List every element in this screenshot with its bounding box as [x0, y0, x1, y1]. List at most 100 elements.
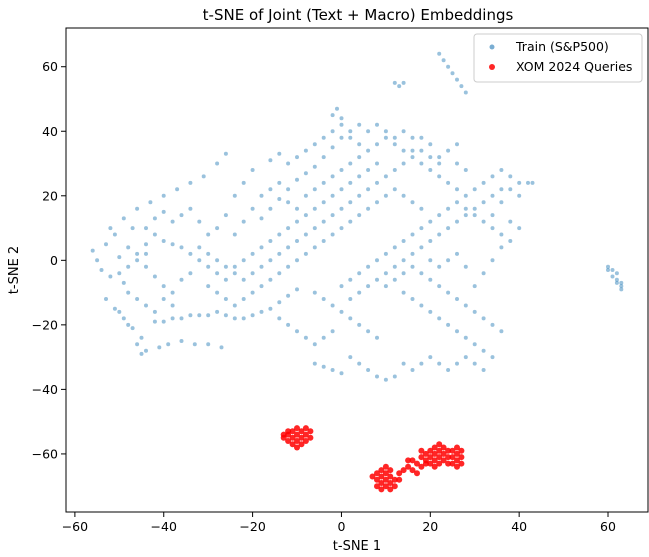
plot-area	[65, 27, 649, 513]
train-point	[366, 148, 371, 153]
query-point	[431, 463, 438, 470]
train-point	[455, 329, 459, 334]
train-point	[463, 193, 468, 198]
train-point	[126, 290, 131, 295]
query-point	[391, 483, 398, 490]
query-point	[431, 450, 438, 457]
train-point	[437, 316, 442, 321]
train-point	[206, 284, 211, 289]
train-point	[277, 271, 282, 276]
train-point	[139, 335, 144, 340]
y-tick-label: 40	[42, 124, 58, 139]
train-point	[375, 180, 379, 185]
train-point	[121, 316, 126, 321]
train-point	[250, 271, 255, 276]
train-point	[170, 303, 175, 308]
train-point	[614, 271, 619, 276]
train-point	[419, 361, 424, 366]
query-point	[298, 441, 305, 448]
train-point	[312, 290, 317, 295]
train-point	[268, 158, 273, 163]
plot-frame	[65, 27, 649, 513]
train-point	[330, 113, 335, 118]
train-point	[170, 219, 175, 224]
train-point	[321, 155, 326, 160]
train-point	[383, 129, 388, 134]
train-point	[192, 342, 197, 347]
train-point	[330, 303, 335, 308]
train-point	[419, 161, 424, 166]
train-point	[463, 303, 468, 308]
query-point	[294, 438, 300, 444]
train-point	[348, 180, 353, 185]
train-point	[99, 268, 104, 272]
train-point	[375, 374, 379, 379]
train-point	[259, 216, 264, 221]
x-tick-label: 60	[600, 519, 616, 534]
train-point	[339, 309, 344, 314]
train-point	[179, 316, 184, 321]
train-point	[428, 309, 433, 314]
train-point	[321, 239, 326, 243]
train-point	[481, 180, 486, 185]
train-point	[161, 284, 166, 289]
train-point	[330, 232, 335, 237]
train-point	[348, 297, 353, 301]
train-point	[383, 174, 388, 179]
train-point	[135, 258, 140, 263]
train-point	[348, 277, 353, 282]
train-point	[401, 148, 406, 153]
train-point	[490, 258, 495, 263]
train-point	[517, 193, 522, 198]
train-point	[268, 258, 273, 263]
train-point	[161, 319, 166, 324]
train-point	[481, 316, 486, 321]
train-point	[126, 245, 131, 250]
train-point	[259, 193, 264, 198]
train-point	[321, 135, 326, 140]
query-point	[400, 467, 407, 474]
train-point	[170, 316, 175, 321]
train-point	[286, 226, 291, 231]
train-point	[366, 206, 371, 211]
train-point	[268, 206, 273, 211]
train-point	[241, 297, 246, 301]
train-point	[450, 71, 455, 76]
train-point	[383, 193, 388, 198]
query-point	[445, 460, 452, 467]
train-point	[295, 239, 299, 243]
y-tick-label: −20	[32, 317, 58, 332]
train-point	[392, 168, 397, 172]
train-point	[170, 290, 175, 295]
train-point	[446, 290, 451, 295]
train-point	[463, 90, 468, 95]
query-point	[298, 428, 305, 435]
train-point	[339, 371, 344, 376]
train-point	[303, 232, 308, 237]
train-point	[375, 161, 379, 166]
train-point	[197, 313, 202, 318]
train-point	[339, 206, 344, 211]
query-point	[440, 457, 447, 464]
train-point	[286, 187, 291, 192]
train-point	[277, 300, 282, 305]
train-point	[223, 151, 228, 156]
train-point	[383, 377, 388, 382]
train-point	[419, 206, 424, 211]
query-point	[382, 476, 389, 483]
train-point	[517, 180, 522, 185]
train-point	[446, 258, 451, 263]
query-point	[409, 467, 416, 474]
train-point	[295, 206, 299, 211]
train-point	[481, 271, 486, 276]
query-point	[427, 447, 434, 454]
train-series	[90, 51, 624, 382]
train-point	[241, 316, 246, 321]
y-tick-label: −40	[32, 382, 58, 397]
train-point	[303, 213, 308, 218]
train-point	[614, 280, 619, 285]
train-point	[130, 326, 135, 331]
train-point	[499, 200, 504, 205]
query-point	[307, 428, 314, 435]
train-point	[401, 239, 406, 243]
